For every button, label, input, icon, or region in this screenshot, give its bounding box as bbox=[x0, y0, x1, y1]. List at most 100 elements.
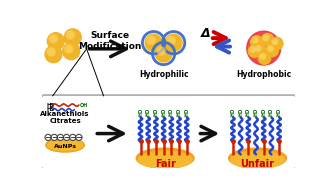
Text: HO: HO bbox=[254, 108, 259, 116]
Ellipse shape bbox=[231, 151, 285, 168]
Text: HO: HO bbox=[269, 108, 274, 116]
Ellipse shape bbox=[136, 148, 194, 168]
Text: −: − bbox=[45, 133, 52, 142]
Circle shape bbox=[67, 32, 73, 38]
Text: Citrates: Citrates bbox=[49, 118, 81, 124]
Circle shape bbox=[250, 46, 256, 53]
Text: −: − bbox=[63, 133, 70, 142]
Circle shape bbox=[266, 44, 278, 57]
Circle shape bbox=[64, 45, 73, 53]
Circle shape bbox=[258, 52, 271, 64]
Text: HO: HO bbox=[184, 108, 189, 116]
Text: −: − bbox=[69, 133, 76, 142]
Circle shape bbox=[168, 37, 174, 43]
Text: HO: HO bbox=[169, 108, 174, 116]
Circle shape bbox=[76, 134, 82, 140]
Text: HS: HS bbox=[47, 107, 55, 112]
Text: Alkanethiols: Alkanethiols bbox=[40, 111, 90, 117]
Circle shape bbox=[268, 46, 273, 51]
Text: Fair: Fair bbox=[155, 159, 176, 169]
Circle shape bbox=[255, 46, 261, 52]
Circle shape bbox=[147, 36, 156, 45]
Text: −: − bbox=[57, 133, 64, 142]
Circle shape bbox=[150, 39, 153, 42]
Circle shape bbox=[254, 44, 266, 57]
Circle shape bbox=[251, 47, 255, 52]
Circle shape bbox=[52, 37, 55, 41]
Text: HO: HO bbox=[246, 108, 251, 116]
Circle shape bbox=[45, 46, 62, 63]
Circle shape bbox=[274, 41, 276, 43]
Circle shape bbox=[252, 48, 254, 51]
Circle shape bbox=[262, 33, 274, 46]
Circle shape bbox=[145, 34, 162, 51]
Text: Surface
Modification: Surface Modification bbox=[78, 31, 141, 50]
Circle shape bbox=[160, 50, 163, 53]
Circle shape bbox=[167, 36, 175, 45]
Circle shape bbox=[253, 38, 257, 42]
Circle shape bbox=[261, 54, 265, 59]
Circle shape bbox=[155, 45, 172, 62]
Ellipse shape bbox=[46, 138, 84, 152]
Circle shape bbox=[252, 37, 258, 43]
Circle shape bbox=[256, 46, 260, 51]
Circle shape bbox=[63, 134, 70, 140]
Circle shape bbox=[262, 55, 264, 58]
Text: HO: HO bbox=[146, 108, 151, 116]
Text: HO: HO bbox=[261, 108, 266, 116]
Circle shape bbox=[247, 31, 281, 65]
Circle shape bbox=[70, 134, 76, 140]
Text: HO: HO bbox=[277, 108, 282, 116]
Text: Hydrophilic: Hydrophilic bbox=[139, 70, 189, 79]
Text: Δ: Δ bbox=[201, 27, 211, 40]
Text: HO: HO bbox=[176, 108, 182, 116]
Bar bbox=[42, 23, 295, 96]
Circle shape bbox=[165, 34, 182, 51]
Circle shape bbox=[64, 29, 81, 46]
Circle shape bbox=[66, 31, 75, 39]
Circle shape bbox=[273, 40, 277, 44]
Circle shape bbox=[170, 39, 173, 42]
Circle shape bbox=[263, 35, 269, 41]
Ellipse shape bbox=[138, 151, 192, 168]
Circle shape bbox=[67, 47, 71, 51]
Circle shape bbox=[51, 134, 57, 140]
FancyBboxPatch shape bbox=[41, 95, 296, 169]
Circle shape bbox=[57, 134, 63, 140]
Circle shape bbox=[47, 33, 64, 50]
Text: HO: HO bbox=[153, 108, 158, 116]
Circle shape bbox=[267, 46, 273, 52]
Circle shape bbox=[260, 53, 266, 60]
Circle shape bbox=[265, 37, 267, 39]
Circle shape bbox=[269, 47, 272, 50]
Circle shape bbox=[69, 33, 72, 37]
Circle shape bbox=[51, 36, 57, 42]
Circle shape bbox=[257, 47, 260, 50]
Text: HO: HO bbox=[230, 108, 236, 116]
Circle shape bbox=[272, 39, 278, 45]
Text: HO: HO bbox=[138, 108, 143, 116]
Text: AuNPs: AuNPs bbox=[54, 144, 77, 149]
Circle shape bbox=[49, 50, 53, 54]
Text: HS: HS bbox=[47, 103, 55, 108]
Circle shape bbox=[63, 43, 80, 60]
Circle shape bbox=[248, 45, 261, 57]
Circle shape bbox=[248, 33, 279, 64]
Circle shape bbox=[48, 49, 54, 55]
Circle shape bbox=[49, 35, 58, 43]
Text: Hydrophobic: Hydrophobic bbox=[236, 70, 291, 79]
Circle shape bbox=[271, 37, 283, 50]
Text: HO: HO bbox=[238, 108, 243, 116]
Circle shape bbox=[254, 39, 256, 42]
Circle shape bbox=[157, 47, 165, 55]
Text: HO: HO bbox=[161, 108, 166, 116]
Text: −: − bbox=[75, 133, 82, 142]
Text: −: − bbox=[51, 133, 58, 142]
Text: Unfair: Unfair bbox=[240, 159, 274, 169]
Ellipse shape bbox=[229, 148, 287, 168]
Circle shape bbox=[251, 36, 263, 48]
Circle shape bbox=[264, 36, 268, 40]
Circle shape bbox=[66, 46, 72, 52]
Circle shape bbox=[45, 134, 51, 140]
Circle shape bbox=[158, 48, 164, 54]
